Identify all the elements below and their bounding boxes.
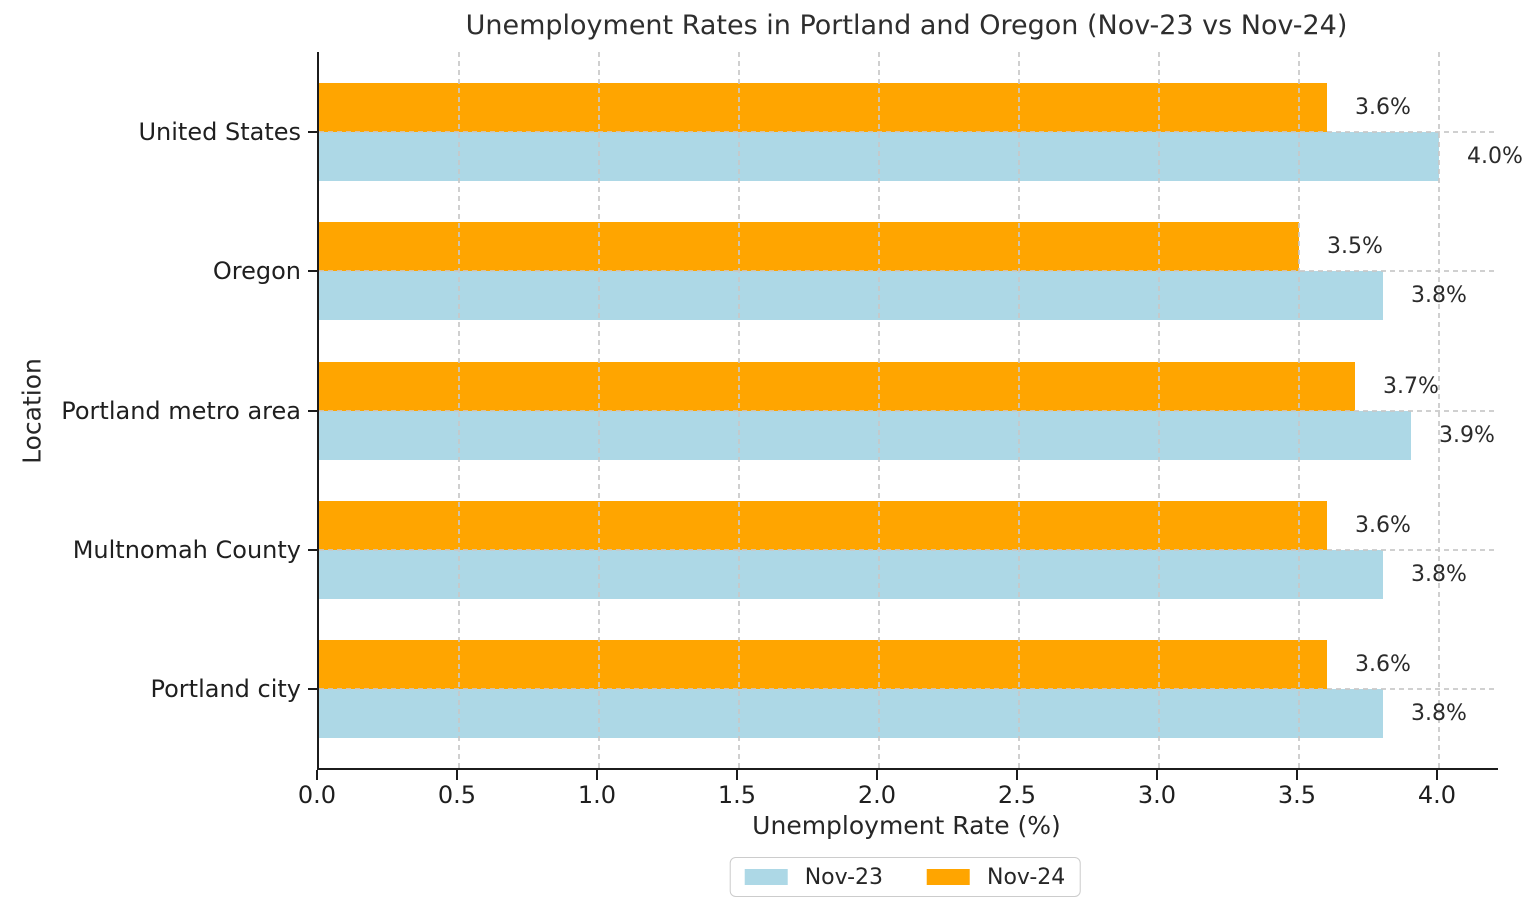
- v-gridline: [1018, 52, 1020, 768]
- bar-nov-24: [319, 83, 1327, 132]
- v-gridline: [738, 52, 740, 768]
- x-axis-label: Unemployment Rate (%): [752, 811, 1061, 840]
- h-gridline: [319, 270, 1498, 273]
- x-tick-label: 4.0: [1417, 781, 1457, 809]
- bar-nov-23: [319, 410, 1411, 460]
- v-gridline: [1438, 52, 1440, 768]
- bar-nov-24: [319, 361, 1355, 411]
- y-tick-label: Oregon: [212, 257, 301, 286]
- value-label: 3.5%: [1327, 234, 1383, 260]
- value-label: 4.0%: [1467, 144, 1523, 169]
- x-tick-mark: [596, 770, 598, 780]
- x-tick-label: 0.5: [437, 781, 477, 809]
- x-tick-mark: [1436, 770, 1438, 780]
- v-gridline: [458, 52, 460, 768]
- x-tick-mark: [1016, 770, 1018, 780]
- legend: Nov-23 Nov-24: [729, 857, 1081, 897]
- y-tick-mark: [308, 688, 317, 690]
- bar-nov-23: [319, 549, 1383, 599]
- value-label: 3.6%: [1355, 95, 1411, 120]
- value-label: 3.9%: [1439, 422, 1495, 448]
- x-tick-label: 1.0: [577, 781, 617, 809]
- y-tick-mark: [308, 548, 317, 551]
- value-label: 3.6%: [1355, 652, 1411, 677]
- x-tick-mark: [316, 770, 318, 780]
- x-tick-mark: [876, 770, 878, 780]
- value-label: 3.8%: [1411, 701, 1467, 726]
- v-gridline: [1298, 52, 1300, 768]
- v-gridline: [598, 52, 600, 768]
- bar-nov-24: [319, 500, 1327, 550]
- legend-label: Nov-24: [987, 864, 1066, 890]
- h-gridline: [319, 688, 1498, 690]
- x-tick-mark: [1296, 770, 1298, 780]
- bar-nov-23: [319, 271, 1383, 321]
- value-label: 3.7%: [1383, 373, 1439, 399]
- legend-item-nov-23: Nov-23: [744, 864, 883, 890]
- legend-swatch-nov-24: [927, 869, 970, 885]
- x-tick-label: 1.5: [717, 781, 757, 809]
- bar-nov-24: [319, 640, 1327, 689]
- x-tick-mark: [736, 770, 738, 780]
- h-gridline: [319, 131, 1498, 133]
- x-tick-label: 2.5: [997, 781, 1037, 809]
- plot-area: 3.6% 4.0% 3.5% 3.8% 3.7% 3.9% 3.6% 3.8% 3.6% 3.8%: [317, 52, 1523, 770]
- x-tick-label: 3.0: [1137, 781, 1177, 809]
- y-tick-label: Portland city: [150, 675, 301, 703]
- bar-nov-24: [319, 222, 1299, 272]
- y-tick-label: Portland metro area: [61, 396, 301, 425]
- x-tick-label: 3.5: [1277, 781, 1317, 809]
- y-tick-mark: [308, 131, 317, 133]
- v-gridline: [1158, 52, 1160, 768]
- x-tick-mark: [1156, 770, 1158, 780]
- v-gridline: [878, 52, 880, 768]
- value-label: 3.6%: [1355, 512, 1411, 538]
- bar-nov-23: [319, 689, 1383, 738]
- legend-label: Nov-23: [804, 864, 883, 890]
- value-label: 3.8%: [1411, 283, 1467, 309]
- y-tick-label: United States: [138, 118, 301, 146]
- legend-swatch-nov-23: [744, 869, 788, 885]
- x-tick-label: 0.0: [297, 781, 337, 809]
- h-gridline: [319, 548, 1498, 551]
- h-gridline: [319, 409, 1498, 412]
- x-tick-mark: [456, 770, 458, 780]
- y-tick-mark: [308, 270, 317, 273]
- x-tick-label: 2.0: [857, 781, 897, 809]
- legend-item-nov-24: Nov-24: [927, 865, 1065, 890]
- value-label: 3.8%: [1411, 561, 1467, 587]
- chart-title: Unemployment Rates in Portland and Orego…: [465, 10, 1348, 41]
- y-tick-mark: [308, 409, 317, 412]
- y-tick-label: Multnomah County: [72, 535, 301, 564]
